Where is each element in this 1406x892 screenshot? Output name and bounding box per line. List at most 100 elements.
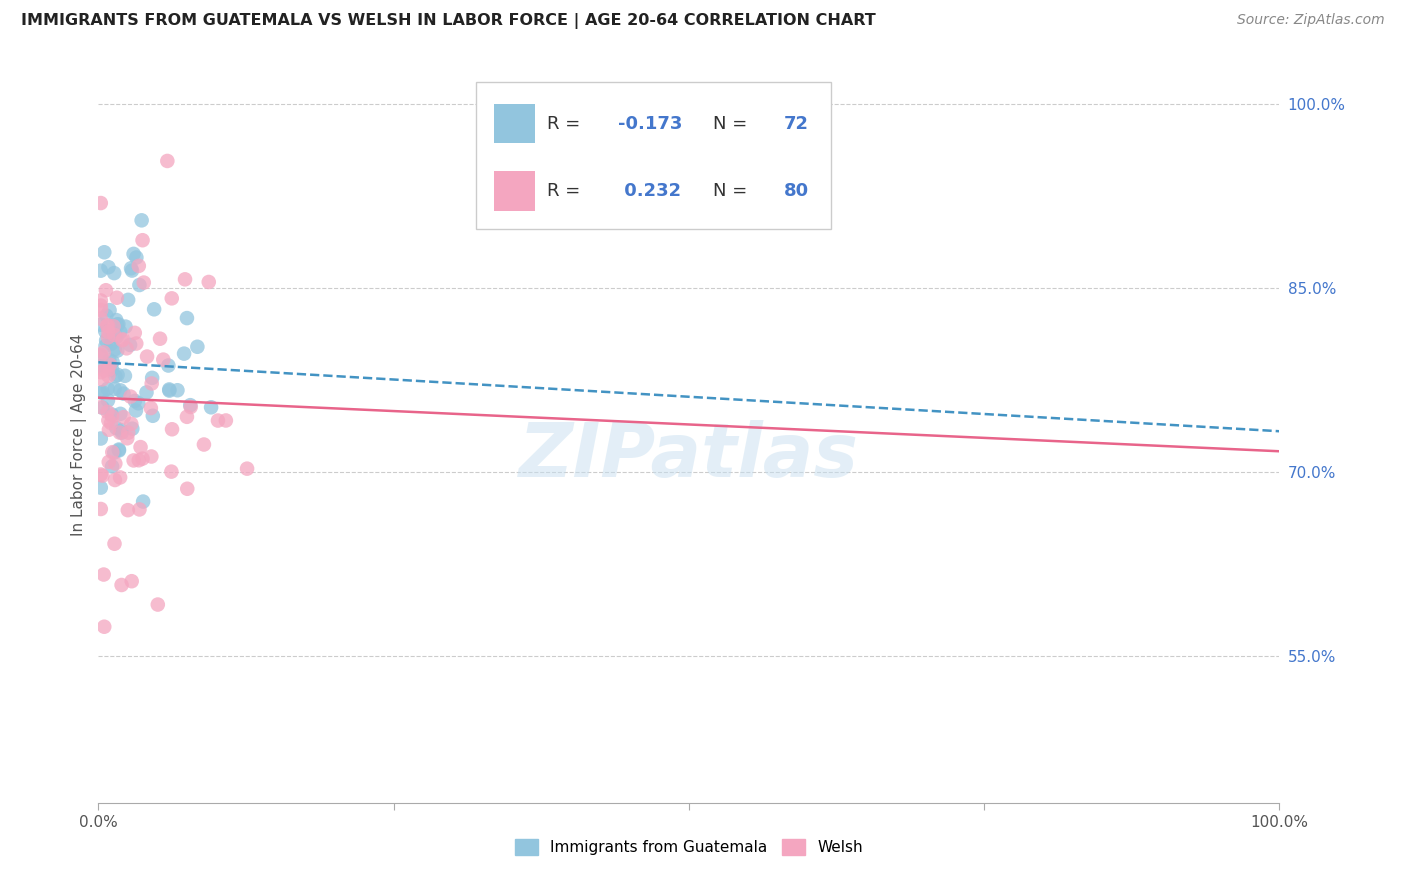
Welsh — [160, 465, 183, 479]
Immigrants from Guatemala — [105, 343, 128, 358]
Welsh — [91, 372, 114, 386]
Immigrants from Guatemala — [176, 311, 198, 326]
Immigrants from Guatemala — [101, 363, 124, 377]
Welsh — [128, 259, 150, 273]
Text: 80: 80 — [783, 182, 808, 201]
Welsh — [97, 455, 120, 469]
Immigrants from Guatemala — [121, 263, 143, 277]
Immigrants from Guatemala — [127, 396, 149, 410]
Welsh — [101, 409, 124, 424]
Immigrants from Guatemala — [121, 422, 143, 436]
Welsh — [180, 400, 202, 414]
Welsh — [93, 363, 115, 377]
Welsh — [96, 405, 118, 419]
Welsh — [93, 620, 115, 634]
Immigrants from Guatemala — [166, 384, 188, 398]
Immigrants from Guatemala — [135, 385, 157, 400]
Immigrants from Guatemala — [143, 302, 166, 317]
Immigrants from Guatemala — [112, 386, 135, 401]
Welsh — [132, 276, 155, 290]
Welsh — [108, 425, 131, 440]
Welsh — [105, 291, 128, 305]
Welsh — [139, 401, 162, 415]
Text: ZIPatlas: ZIPatlas — [519, 420, 859, 493]
Welsh — [101, 445, 124, 459]
Immigrants from Guatemala — [200, 401, 222, 415]
Welsh — [131, 233, 153, 247]
Welsh — [110, 578, 132, 592]
Text: IMMIGRANTS FROM GUATEMALA VS WELSH IN LABOR FORCE | AGE 20-64 CORRELATION CHART: IMMIGRANTS FROM GUATEMALA VS WELSH IN LA… — [21, 13, 876, 29]
Welsh — [117, 503, 139, 517]
Welsh — [141, 376, 163, 391]
Immigrants from Guatemala — [90, 432, 112, 446]
Immigrants from Guatemala — [103, 266, 125, 280]
Immigrants from Guatemala — [96, 309, 118, 323]
Immigrants from Guatemala — [105, 421, 128, 435]
Welsh — [115, 431, 138, 445]
Welsh — [160, 291, 183, 305]
Welsh — [156, 153, 179, 168]
Welsh — [90, 303, 112, 318]
Immigrants from Guatemala — [104, 369, 127, 384]
Welsh — [94, 283, 117, 297]
Welsh — [152, 352, 174, 367]
Immigrants from Guatemala — [157, 384, 180, 398]
Immigrants from Guatemala — [104, 382, 127, 396]
Immigrants from Guatemala — [128, 278, 150, 293]
Immigrants from Guatemala — [97, 393, 120, 408]
Welsh — [115, 342, 138, 356]
Welsh — [90, 293, 112, 308]
Immigrants from Guatemala — [114, 368, 136, 383]
Welsh — [90, 348, 112, 362]
Welsh — [90, 299, 112, 313]
FancyBboxPatch shape — [494, 171, 536, 211]
Welsh — [236, 461, 259, 475]
Immigrants from Guatemala — [141, 371, 163, 385]
Immigrants from Guatemala — [173, 346, 195, 360]
Immigrants from Guatemala — [105, 318, 128, 332]
Welsh — [97, 368, 120, 383]
Welsh — [121, 574, 143, 589]
Immigrants from Guatemala — [108, 443, 131, 458]
Immigrants from Guatemala — [94, 339, 117, 353]
Immigrants from Guatemala — [90, 385, 112, 400]
Immigrants from Guatemala — [110, 407, 132, 421]
Welsh — [146, 598, 169, 612]
Welsh — [120, 390, 142, 404]
Immigrants from Guatemala — [97, 260, 120, 275]
Welsh — [97, 325, 120, 339]
Immigrants from Guatemala — [107, 368, 129, 382]
Welsh — [176, 409, 198, 424]
Immigrants from Guatemala — [94, 324, 117, 338]
Welsh — [215, 413, 238, 427]
Immigrants from Guatemala — [101, 355, 124, 369]
Immigrants from Guatemala — [101, 408, 124, 422]
Welsh — [90, 400, 112, 414]
Immigrants from Guatemala — [179, 398, 201, 412]
Welsh — [131, 451, 153, 466]
Welsh — [129, 440, 152, 454]
Welsh — [160, 422, 183, 436]
Immigrants from Guatemala — [186, 340, 208, 354]
Welsh — [112, 410, 135, 425]
Welsh — [103, 327, 125, 342]
Text: N =: N = — [713, 182, 752, 201]
Immigrants from Guatemala — [142, 409, 165, 423]
Immigrants from Guatemala — [132, 494, 155, 508]
Welsh — [90, 502, 112, 516]
Immigrants from Guatemala — [114, 319, 136, 334]
Immigrants from Guatemala — [110, 423, 132, 437]
Welsh — [207, 413, 229, 427]
Immigrants from Guatemala — [108, 442, 131, 457]
Welsh — [103, 319, 125, 334]
Welsh — [176, 482, 198, 496]
Welsh — [98, 358, 121, 372]
Immigrants from Guatemala — [125, 251, 148, 265]
Text: N =: N = — [713, 114, 752, 133]
Welsh — [149, 332, 172, 346]
Welsh — [100, 416, 122, 430]
Immigrants from Guatemala — [97, 382, 120, 396]
Welsh — [108, 470, 131, 484]
Welsh — [90, 467, 112, 482]
Text: -0.173: -0.173 — [619, 114, 682, 133]
